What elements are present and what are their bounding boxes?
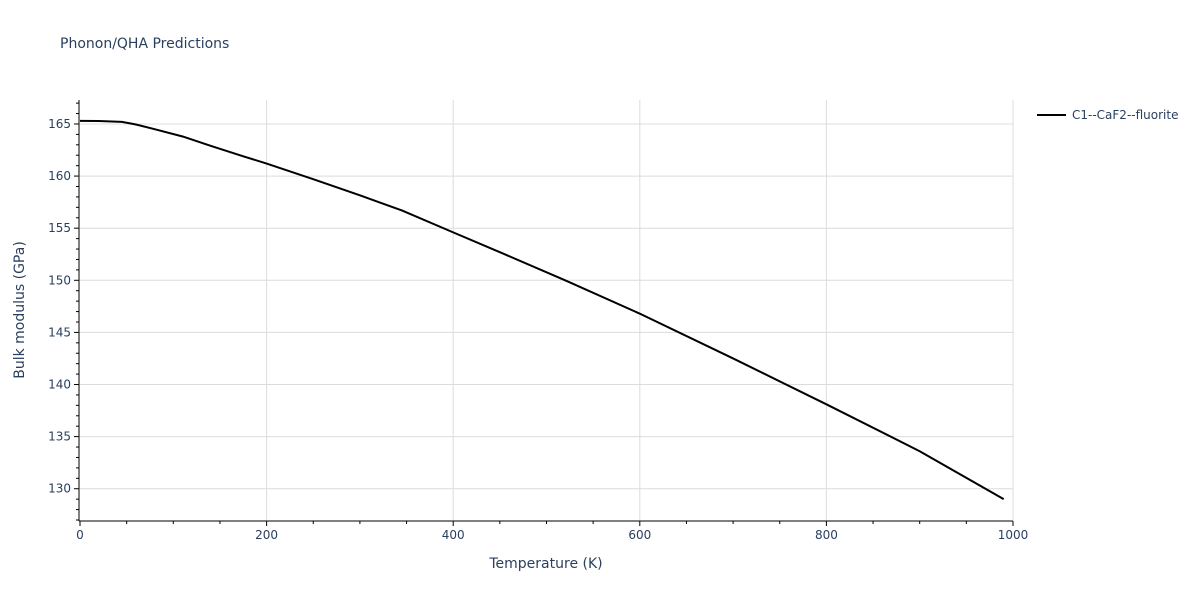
y-tick-label: 140 — [48, 378, 71, 392]
x-tick-label: 400 — [442, 528, 465, 542]
y-tick-label: 135 — [48, 430, 71, 444]
y-axis-title: Bulk modulus (GPa) — [12, 241, 28, 379]
legend-label: C1--CaF2--fluorite — [1072, 108, 1178, 122]
x-tick-label: 800 — [815, 528, 838, 542]
x-tick-label: 200 — [255, 528, 278, 542]
x-tick-label: 0 — [76, 528, 84, 542]
grid-layer — [80, 100, 1014, 520]
series-layer — [79, 119, 1005, 501]
y-tick-label: 160 — [48, 169, 71, 183]
y-tick-label: 150 — [48, 273, 71, 287]
legend[interactable]: C1--CaF2--fluorite — [1037, 108, 1178, 122]
axis-layer: 0 200 400 600 800 1000 130 135 140 145 150 155 160 16… — [48, 100, 1028, 542]
x-tick-label: 1000 — [998, 528, 1029, 542]
chart-title: Phonon/QHA Predictions — [60, 36, 230, 52]
x-tick-label: 600 — [628, 528, 651, 542]
y-tick-label: 155 — [48, 221, 71, 235]
y-tick-label: 130 — [48, 482, 71, 496]
y-tick-label: 165 — [48, 117, 71, 131]
x-axis-title: Temperature (K) — [488, 556, 602, 572]
series-line — [79, 119, 1005, 501]
y-tick-label: 145 — [48, 325, 71, 339]
